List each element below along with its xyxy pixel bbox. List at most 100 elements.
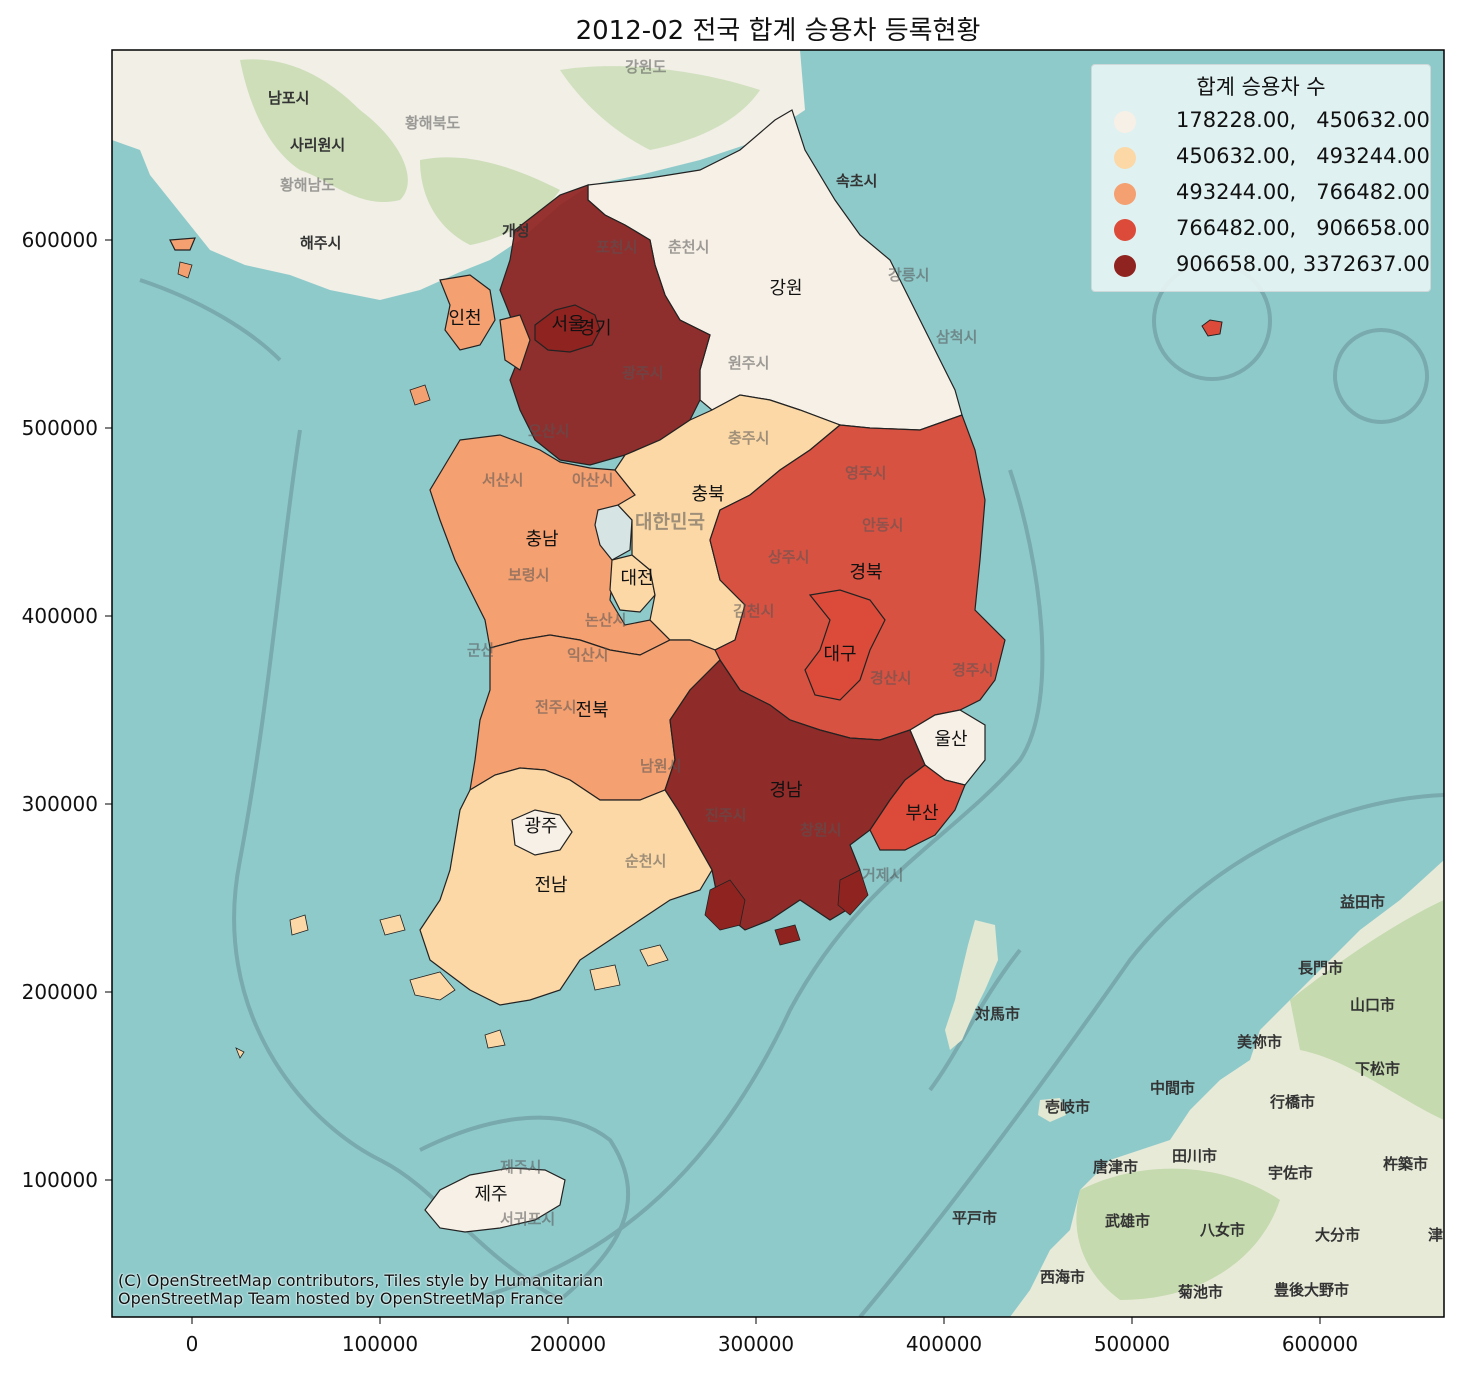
region-label-ulsan: 울산: [934, 729, 967, 750]
hwanghae-north-label: 황해북도: [405, 114, 460, 132]
y-tick-label: 400000: [22, 604, 98, 628]
haeju-label: 해주시: [300, 234, 341, 252]
y-tick-label: 300000: [22, 792, 98, 816]
sokcho-label: 속초시: [836, 172, 877, 190]
legend-swatch: [1114, 219, 1136, 241]
gimcheon-label: 김천시: [733, 602, 774, 620]
nonsan-label: 논산시: [585, 611, 626, 629]
yamaguchi-label: 山口市: [1350, 996, 1395, 1014]
chart-title: 2012-02 전국 합계 승용차 등록현황: [575, 16, 981, 46]
region-label-gwangju: 광주: [524, 816, 557, 837]
region-seoul: [534, 304, 601, 353]
legend-label: 178228.00, 450632.00: [1176, 108, 1430, 132]
asan-label: 아산시: [572, 471, 613, 489]
tsu-label: 津: [1428, 1226, 1443, 1244]
gangneung-label: 강릉시: [888, 266, 929, 284]
takeo-label: 武雄市: [1105, 1212, 1150, 1230]
x-tick-label: 400000: [906, 1332, 982, 1356]
korea-label: 대한민국: [635, 511, 705, 533]
southern-islands: [177, 261, 869, 1059]
legend-label: 906658.00, 3372637.00: [1176, 252, 1430, 276]
sangju-label: 상주시: [768, 548, 809, 566]
pocheon-label: 포천시: [596, 238, 637, 256]
region-label-jeju: 제주: [474, 1184, 507, 1205]
yukuhashi-label: 行橋市: [1269, 1093, 1315, 1111]
region-busan: [869, 764, 966, 851]
gunsan-label: 군산: [467, 641, 495, 659]
legend-swatch: [1114, 111, 1136, 133]
y-tick-label: 500000: [22, 416, 98, 440]
y-tick-label: 600000: [22, 228, 98, 252]
legend-label: 766482.00, 906658.00: [1176, 216, 1430, 240]
nakama-label: 中間市: [1150, 1079, 1195, 1097]
x-tick-label: 600000: [1282, 1332, 1358, 1356]
x-tick-label: 300000: [718, 1332, 794, 1356]
legend-swatch: [1114, 255, 1136, 277]
region-label-chungnam: 충남: [525, 529, 558, 550]
usa-label: 宇佐市: [1268, 1164, 1313, 1182]
hwanghae-south-label: 황해남도: [280, 176, 335, 194]
region-label-daegu: 대구: [823, 644, 856, 665]
namwon-label: 남원시: [640, 757, 681, 775]
andong-label: 안동시: [862, 516, 903, 534]
mine-label: 美祢市: [1237, 1033, 1282, 1051]
gyeongsan-label: 경산시: [870, 669, 911, 687]
masuda-label: 益田市: [1340, 893, 1385, 911]
y-tick-label: 100000: [22, 1168, 98, 1192]
region-label-seoul: 서울: [551, 314, 584, 335]
osan-label: 오산시: [528, 422, 569, 440]
region-label-gyeongnam: 경남: [769, 780, 802, 801]
region-label-incheon: 인천: [448, 308, 481, 329]
tsushima-label: 対馬市: [974, 1005, 1020, 1023]
legend-label: 450632.00, 493244.00: [1176, 144, 1430, 168]
chungju-label: 충주시: [728, 429, 769, 447]
hirado-label: 平戸市: [952, 1209, 997, 1227]
region-label-gyeonggi: 경기: [578, 318, 611, 339]
yeongju-label: 영주시: [845, 464, 886, 482]
dokdo-boundary: [1333, 328, 1429, 424]
attribution-line: OpenStreetMap Team hosted by OpenStreetM…: [118, 1289, 564, 1308]
region-label-daejeon: 대전: [620, 568, 653, 589]
x-tick-label: 200000: [530, 1332, 606, 1356]
x-tick-label: 500000: [1094, 1332, 1170, 1356]
saikai-label: 西海市: [1040, 1268, 1085, 1286]
suncheon-label: 순천시: [625, 852, 666, 870]
karatsu-label: 唐津市: [1093, 1158, 1138, 1176]
jejusi-label: 제주시: [500, 1158, 541, 1176]
attribution-line: (C) OpenStreetMap contributors, Tiles st…: [118, 1271, 604, 1290]
x-axis: 0 100000 200000 300000 400000 500000 600…: [186, 1317, 1358, 1356]
legend-swatch: [1114, 183, 1136, 205]
region-jeonnam: [419, 767, 713, 1006]
tsushima-island: [945, 920, 998, 1050]
region-label-gyeongbuk: 경북: [849, 562, 882, 583]
jeonju-label: 전주시: [535, 698, 576, 716]
region-label-jeonbuk: 전북: [575, 700, 608, 721]
region-ulleungdo: [1201, 319, 1223, 337]
boryeong-label: 보령시: [508, 566, 549, 584]
nagato-label: 長門市: [1298, 959, 1343, 977]
region-gwangju: [511, 809, 573, 856]
axes-frame: [111, 49, 1445, 1318]
geoje-label: 거제시: [862, 866, 903, 884]
region-label-gangwon: 강원: [769, 278, 802, 299]
gangwondo-north-label: 강원도: [625, 58, 667, 76]
legend-item: 493244.00, 766482.00: [1092, 177, 1432, 211]
y-axis: 600000 500000 400000 300000 200000 10000…: [22, 228, 112, 1192]
nampo-label: 남포시: [268, 89, 309, 107]
kudamatsu-label: 下松市: [1355, 1060, 1400, 1078]
region-incheon: [169, 237, 531, 371]
yame-label: 八女市: [1199, 1221, 1245, 1239]
legend-item: 766482.00, 906658.00: [1092, 213, 1432, 247]
chuncheon-label: 춘천시: [668, 238, 709, 256]
legend-item: 906658.00, 3372637.00: [1092, 249, 1432, 283]
legend-swatch: [1114, 147, 1136, 169]
kaesong-label: 개성: [502, 222, 530, 240]
kikuchi-label: 菊池市: [1178, 1283, 1223, 1301]
region-daegu: [804, 589, 886, 701]
region-label-chungbuk: 충북: [691, 484, 724, 505]
y-tick-label: 200000: [22, 980, 98, 1004]
region-label-jeonnam: 전남: [534, 875, 567, 896]
wonju-label: 원주시: [728, 354, 769, 372]
x-tick-label: 100000: [342, 1332, 418, 1356]
seogwipo-label: 서귀포시: [500, 1210, 555, 1228]
